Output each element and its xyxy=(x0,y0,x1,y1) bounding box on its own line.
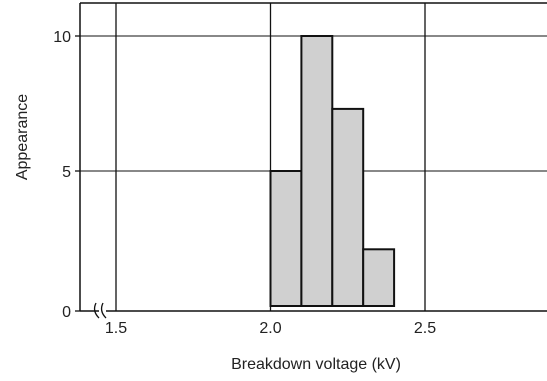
y-tick-label: 0 xyxy=(62,304,71,321)
histogram-bar xyxy=(331,107,365,308)
y-tick-label: 10 xyxy=(53,29,71,46)
axis-break-stroke xyxy=(93,302,100,319)
x-tick-label: 2.5 xyxy=(414,320,436,337)
histogram-bar xyxy=(362,248,396,308)
axis-break-mark xyxy=(93,302,107,319)
histogram-bar xyxy=(300,35,334,307)
axes xyxy=(79,2,547,312)
x-tick-label: 2.0 xyxy=(259,320,281,337)
histogram-bars xyxy=(269,35,396,308)
x-tick-label: 1.5 xyxy=(105,320,127,337)
y-tick-label: 5 xyxy=(62,164,71,181)
histogram-bar xyxy=(269,170,303,307)
axis-break-stroke xyxy=(100,302,107,319)
y-axis-title: Appearance xyxy=(14,94,31,180)
x-axis-title: Breakdown voltage (kV) xyxy=(231,356,401,373)
tick-labels: 0 5 10 1.5 2.0 2.5 xyxy=(53,29,436,337)
